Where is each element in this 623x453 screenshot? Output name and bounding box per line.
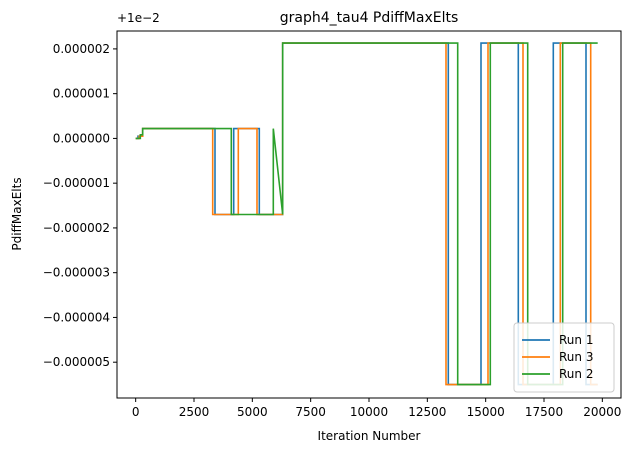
y-tick-label: 0.000000 [53,131,110,145]
legend: Run 1 Run 3 Run 2 [513,322,615,393]
x-tick-label: 5000 [237,405,268,419]
x-tick-label: 2500 [179,405,210,419]
y-axis-label: PdiffMaxElts [10,177,24,250]
y-tick-label: −0.000005 [43,355,110,369]
x-tick-label: 7500 [295,405,326,419]
x-tick-label: 15000 [467,405,505,419]
x-axis-label: Iteration Number [318,429,421,443]
y-tick-label: −0.000003 [43,266,110,280]
plot-frame [116,30,622,399]
x-tick-label: 17500 [525,405,563,419]
y-tick-label: −0.000001 [43,176,110,190]
x-tick-label: 20000 [583,405,621,419]
y-tick-label: 0.000001 [53,87,110,101]
x-tick-label: 12500 [408,405,446,419]
legend-label-run-2: Run 2 [559,367,593,381]
y-tick-label: 0.000002 [53,42,110,56]
chart-title: graph4_tau4 PdiffMaxElts [280,10,459,26]
x-tick-label: 10000 [350,405,388,419]
legend-label-run-3: Run 3 [559,350,593,364]
y-tick-label: −0.000002 [43,221,110,235]
y-tick-label: −0.000004 [43,310,110,324]
y-offset-label: +1e−2 [117,11,160,25]
legend-label-run-1: Run 1 [559,333,593,347]
x-tick-label: 0 [132,405,140,419]
ticks-layer: 0 2500 5000 7500 10000 12500 15000 17500 20000 0.… [43,42,622,419]
